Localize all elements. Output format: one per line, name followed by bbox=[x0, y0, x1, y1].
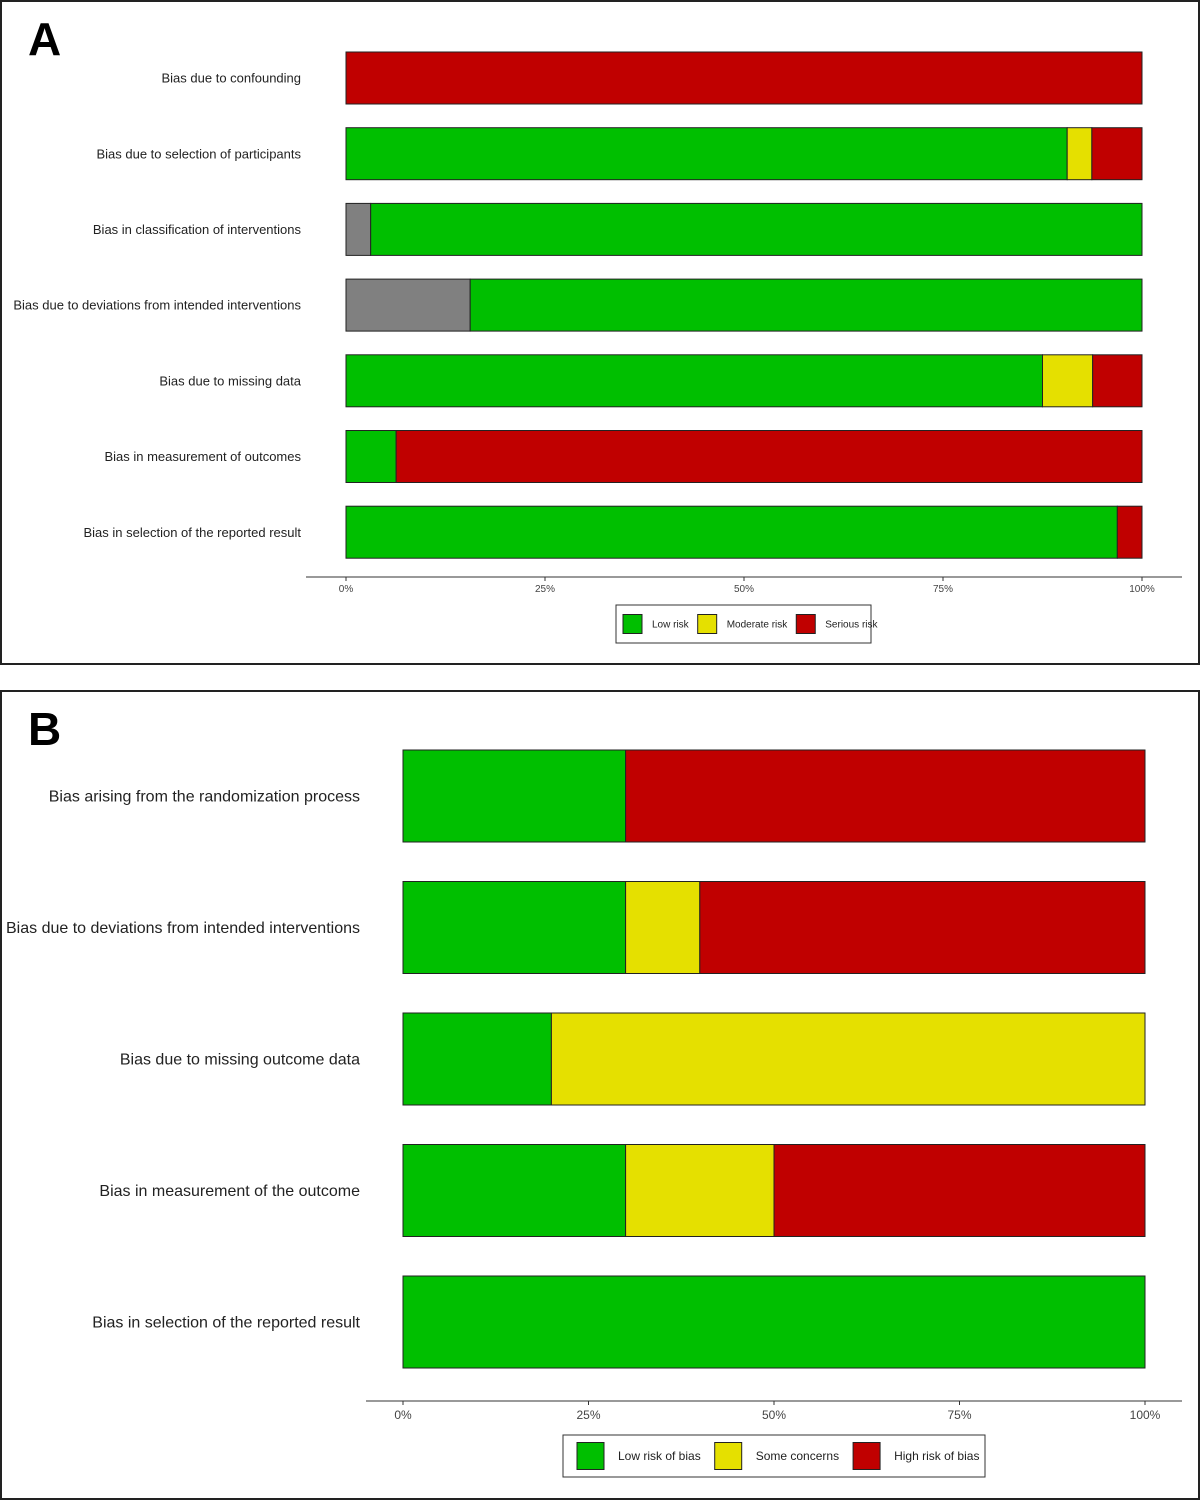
b-bar-segment bbox=[773, 1144, 1146, 1237]
a-x-tick-label: 0% bbox=[339, 584, 354, 595]
b-bar-segment bbox=[625, 881, 701, 974]
a-category-label: Bias due to deviations from intended int… bbox=[13, 298, 301, 313]
chart-a: Bias due to confounding Bias due to selec… bbox=[13, 51, 1182, 644]
b-legend-label: High risk of bias bbox=[894, 1449, 979, 1463]
b-legend-swatch bbox=[852, 1442, 881, 1470]
a-x-tick-label: 100% bbox=[1129, 584, 1155, 595]
a-x-tick-label: 25% bbox=[535, 584, 555, 595]
b-bar-segment bbox=[402, 1275, 1146, 1369]
b-category-label: Bias in measurement of the outcome bbox=[99, 1183, 360, 1200]
a-legend-swatch bbox=[697, 614, 718, 634]
panel-letter-a: A bbox=[28, 13, 62, 65]
a-bar-segment bbox=[395, 430, 1143, 483]
a-legend-label: Serious risk bbox=[825, 620, 878, 631]
a-bar-segment bbox=[370, 202, 1143, 256]
b-legend-swatch bbox=[714, 1442, 743, 1470]
b-bar-segment bbox=[625, 749, 1146, 843]
b-legend-label: Low risk of bias bbox=[618, 1449, 701, 1463]
a-bar-segment bbox=[469, 278, 1143, 332]
a-x-tick-label: 50% bbox=[734, 584, 754, 595]
a-category-label: Bias in selection of the reported result bbox=[83, 525, 301, 540]
a-bar-segment bbox=[1042, 354, 1094, 408]
a-bar-segment bbox=[345, 354, 1043, 408]
a-legend bbox=[615, 604, 872, 644]
panel-letter-b: B bbox=[28, 703, 62, 755]
b-x-tick-label: 75% bbox=[947, 1408, 971, 1422]
b-bar-segment bbox=[699, 881, 1146, 974]
b-bar-segment bbox=[625, 1144, 775, 1237]
a-legend-label: Moderate risk bbox=[727, 620, 789, 631]
b-x-tick-label: 0% bbox=[394, 1408, 412, 1422]
a-category-label: Bias due to confounding bbox=[162, 71, 302, 86]
b-bar-segment bbox=[402, 1144, 627, 1237]
a-bar-segment bbox=[1066, 127, 1093, 181]
b-category-label: Bias due to missing outcome data bbox=[120, 1052, 360, 1069]
b-bar-segment bbox=[550, 1012, 1146, 1106]
b-category-label: Bias in selection of the reported result bbox=[92, 1315, 360, 1332]
a-bar-segment bbox=[345, 51, 1143, 105]
a-x-tick-label: 75% bbox=[933, 584, 953, 595]
a-bar-segment bbox=[1092, 354, 1143, 408]
b-bar-segment bbox=[402, 749, 627, 843]
a-bar-segment bbox=[345, 278, 471, 332]
a-bar-segment bbox=[1091, 127, 1143, 181]
b-category-label: Bias arising from the randomization proc… bbox=[49, 789, 360, 806]
b-x-tick-label: 50% bbox=[762, 1408, 786, 1422]
b-bar-segment bbox=[402, 881, 627, 974]
a-legend-label: Low risk bbox=[652, 620, 690, 631]
a-bar-segment bbox=[1116, 505, 1143, 559]
a-bar-segment bbox=[345, 505, 1118, 559]
chart-panel-a: A Bias due to confounding Bias due to sel… bbox=[0, 0, 1200, 665]
chart-b: Bias arising from the randomization proc… bbox=[6, 749, 1182, 1478]
a-legend-swatch bbox=[622, 614, 643, 634]
b-category-label: Bias due to deviations from intended int… bbox=[6, 920, 360, 937]
a-category-label: Bias in classification of interventions bbox=[93, 222, 302, 237]
a-legend-swatch bbox=[795, 614, 816, 634]
a-category-label: Bias due to missing data bbox=[159, 373, 301, 388]
a-category-label: Bias in measurement of outcomes bbox=[104, 449, 301, 464]
a-bar-segment bbox=[345, 202, 372, 256]
b-legend-swatch bbox=[576, 1442, 605, 1470]
b-legend bbox=[562, 1434, 986, 1478]
a-bar-segment bbox=[345, 430, 397, 483]
a-category-label: Bias due to selection of participants bbox=[96, 146, 301, 161]
b-bar-segment bbox=[402, 1012, 552, 1106]
a-bar-segment bbox=[345, 127, 1068, 181]
b-x-tick-label: 100% bbox=[1130, 1408, 1161, 1422]
b-x-tick-label: 25% bbox=[576, 1408, 600, 1422]
b-legend-label: Some concerns bbox=[756, 1449, 839, 1463]
chart-panel-b: B Bias arising from the randomization pr… bbox=[0, 690, 1200, 1500]
